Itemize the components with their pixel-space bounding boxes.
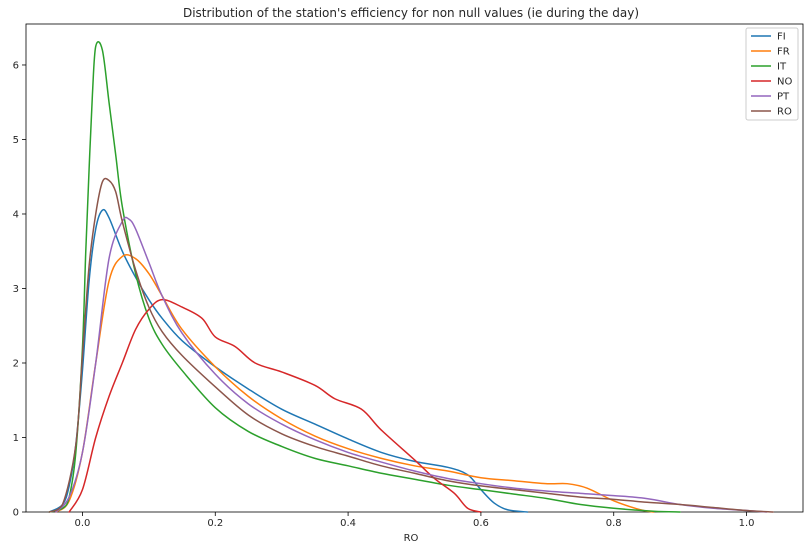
y-axis: 0 1 2 3 4 5 6 <box>13 60 26 519</box>
legend-label-fr: FR <box>777 47 790 58</box>
series-line-ro <box>48 177 774 513</box>
series-line-fi <box>48 208 529 513</box>
y-tick-label: 4 <box>13 209 19 220</box>
y-tick-label: 2 <box>13 358 19 369</box>
x-axis: 0.0 0.2 0.4 0.6 0.8 1.0 <box>74 512 755 529</box>
y-tick-label: 1 <box>13 433 19 444</box>
plot-frame <box>25 23 804 513</box>
x-tick-label: 0.6 <box>473 518 489 529</box>
x-axis-label: RO <box>404 533 419 544</box>
legend-label-no: NO <box>777 77 792 88</box>
legend: FI FR IT NO PT RO <box>745 27 799 121</box>
y-tick-label: 5 <box>13 135 19 146</box>
x-tick-label: 0.2 <box>207 518 223 529</box>
y-tick-label: 0 <box>13 508 19 519</box>
legend-label-it: IT <box>777 62 787 73</box>
x-tick-label: 1.0 <box>739 518 755 529</box>
series-line-no <box>68 298 482 513</box>
x-tick-label: 0.0 <box>74 518 90 529</box>
chart-title: Distribution of the station's efficiency… <box>183 6 639 20</box>
legend-entries: FI FR IT NO PT RO <box>751 32 792 118</box>
series-layer <box>48 41 774 513</box>
y-tick-label: 3 <box>13 284 19 295</box>
x-tick-label: 0.4 <box>340 518 356 529</box>
legend-label-fi: FI <box>777 32 786 43</box>
series-line-fr <box>55 254 655 513</box>
x-tick-label: 0.8 <box>606 518 622 529</box>
series-line-pt <box>55 216 768 513</box>
legend-label-ro: RO <box>777 107 792 118</box>
series-line-it <box>48 41 681 513</box>
legend-label-pt: PT <box>777 92 790 103</box>
y-tick-label: 6 <box>13 60 19 71</box>
